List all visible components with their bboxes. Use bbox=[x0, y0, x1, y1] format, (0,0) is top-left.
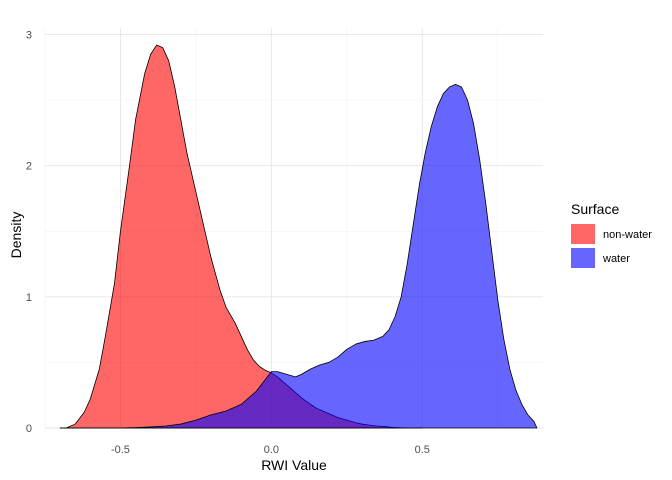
x-tick-label: 0.0 bbox=[264, 444, 279, 456]
legend: Surface non-water water bbox=[571, 201, 652, 268]
legend-key-water bbox=[571, 248, 595, 268]
y-tick-label: 1 bbox=[26, 292, 32, 304]
legend-title: Surface bbox=[571, 201, 619, 217]
density-areas bbox=[59, 44, 538, 429]
y-tick-label: 0 bbox=[26, 423, 32, 435]
legend-label-water: water bbox=[602, 253, 630, 265]
density-area-water bbox=[59, 83, 538, 429]
y-axis-ticks: 0 1 2 3 bbox=[26, 30, 32, 435]
x-tick-label: -0.5 bbox=[111, 444, 130, 456]
x-tick-label: 0.5 bbox=[415, 444, 430, 456]
legend-key-non-water bbox=[571, 224, 595, 244]
legend-label-non-water: non-water bbox=[603, 229, 652, 241]
y-tick-label: 2 bbox=[26, 161, 32, 173]
y-axis-title: Density bbox=[8, 212, 24, 259]
y-tick-label: 3 bbox=[26, 30, 32, 42]
x-axis-ticks: -0.5 0.0 0.5 bbox=[111, 444, 430, 456]
x-axis-title: RWI Value bbox=[261, 457, 327, 473]
